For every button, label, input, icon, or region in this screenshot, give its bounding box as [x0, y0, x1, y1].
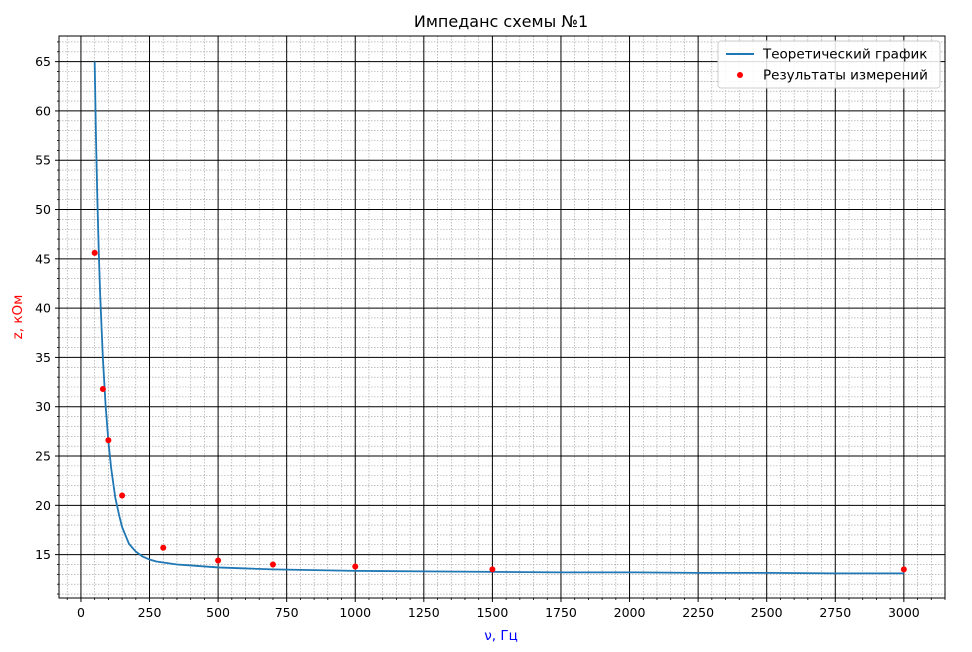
minor-grid: [59, 36, 946, 598]
measurement-point: [269, 561, 276, 568]
measurement-point: [105, 437, 112, 444]
x-tick-label: 2000: [614, 605, 646, 620]
y-tick-label: 45: [35, 251, 51, 266]
measurement-point: [489, 566, 496, 573]
x-tick-label: 3000: [888, 605, 920, 620]
y-tick-label: 50: [35, 202, 51, 217]
y-tick-label: 30: [35, 399, 51, 414]
x-tick-label: 0: [77, 605, 85, 620]
x-tick-label: 1000: [339, 605, 371, 620]
legend-label-measurements: Результаты измерений: [763, 68, 928, 84]
x-tick-label: 1250: [408, 605, 440, 620]
y-tick-label: 25: [35, 449, 51, 464]
chart-title: Импеданс схемы №1: [414, 12, 588, 31]
y-tick-label: 55: [35, 153, 51, 168]
plot-frame: [58, 35, 946, 599]
measurement-point: [119, 492, 126, 499]
x-tick-label: 1500: [476, 605, 508, 620]
x-tick-label: 2750: [819, 605, 851, 620]
legend-box: [717, 40, 941, 89]
x-axis-label: ν, Гц: [484, 628, 518, 644]
legend-label-theory: Теоретический график: [762, 47, 927, 63]
y-axis-ticks: 15 20 25 30 35 40 45 50 55 60 65: [35, 41, 59, 595]
x-tick-label: 250: [138, 605, 162, 620]
y-tick-label: 65: [35, 54, 51, 69]
measurement-point: [352, 563, 359, 570]
x-tick-label: 2500: [751, 605, 783, 620]
y-tick-label: 20: [35, 498, 51, 513]
measurement-point: [99, 385, 106, 392]
x-tick-label: 2250: [682, 605, 714, 620]
measurement-point: [215, 557, 222, 564]
plot-content: [91, 61, 907, 575]
y-tick-label: 40: [35, 301, 51, 316]
x-tick-label: 500: [206, 605, 230, 620]
y-tick-label: 35: [35, 350, 51, 365]
x-axis-ticks: 0 250 500 750 1000 1250 1500 1750 2000 2250 2500 27…: [66, 598, 946, 620]
y-axis-label: z, кОм: [10, 295, 26, 340]
measurement-point: [160, 544, 167, 551]
x-tick-label: 750: [275, 605, 299, 620]
legend-dot-swatch: [737, 72, 743, 78]
y-tick-label: 60: [35, 103, 51, 118]
measurement-point: [900, 566, 907, 573]
measurement-point: [91, 249, 98, 256]
legend: Теоретический график Результаты измерени…: [717, 40, 941, 89]
x-tick-label: 1750: [545, 605, 577, 620]
y-tick-label: 15: [35, 547, 51, 562]
